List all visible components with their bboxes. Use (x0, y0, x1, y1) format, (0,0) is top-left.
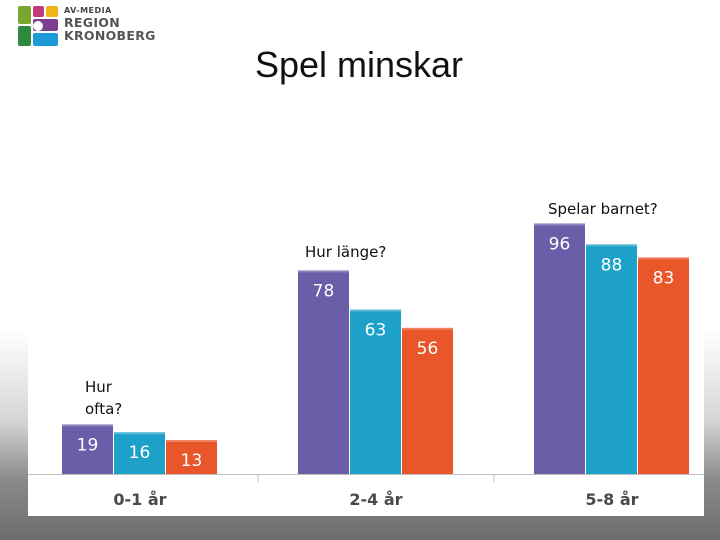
data-label: 63 (365, 321, 387, 341)
logo-line-region: REGION (64, 15, 120, 30)
category-label: 2-4 år (349, 490, 402, 509)
bar-highlight (166, 440, 217, 443)
bar-highlight (114, 432, 165, 435)
bar (114, 432, 165, 474)
bar-highlight (534, 223, 585, 226)
category-label: 0-1 år (113, 490, 166, 509)
data-label: 56 (417, 339, 439, 359)
slide-title-text: Spel minskar (254, 44, 464, 85)
data-label: 13 (181, 451, 203, 471)
bar (534, 223, 585, 474)
bar-highlight (350, 309, 401, 312)
bar-highlight (62, 424, 113, 427)
data-label: 96 (549, 234, 571, 254)
data-label: 88 (601, 255, 623, 275)
data-label: 19 (77, 435, 99, 455)
bar (350, 309, 401, 474)
bar-highlight (586, 244, 637, 247)
slide-title: Spel minskar (0, 44, 720, 86)
bar-highlight (402, 327, 453, 330)
logo-line-kronoberg: KRONOBERG (64, 28, 156, 43)
bar-highlight (638, 257, 689, 260)
bar-chart: 19 16 13 0-1 år 78 63 56 2-4 år 96 88 83 5-8 år (28, 223, 704, 509)
annotation-spelar-barnet: Spelar barnet? (548, 200, 658, 218)
category-label: 5-8 år (585, 490, 638, 509)
annotation-hur-ofta: Hur ofta? (85, 378, 123, 418)
bar (638, 257, 689, 474)
data-label: 78 (313, 281, 335, 301)
bar (586, 244, 637, 474)
annotation-hur-lange: Hur länge? (305, 243, 387, 261)
logo-line-av-media: AV-MEDIA (64, 6, 112, 15)
data-label: 83 (653, 268, 675, 288)
bar (298, 270, 349, 474)
bar (402, 327, 453, 474)
data-label: 16 (129, 443, 151, 463)
bar-highlight (298, 270, 349, 273)
region-kronoberg-logo-mark-icon (18, 6, 58, 46)
logo-text: AV-MEDIA REGION KRONOBERG (64, 6, 156, 42)
chart-panel: 19 16 13 0-1 år 78 63 56 2-4 år 96 88 83 5-8 år (28, 160, 704, 516)
bar (166, 440, 217, 474)
bar (62, 424, 113, 474)
region-kronoberg-logo: AV-MEDIA REGION KRONOBERG (18, 6, 178, 50)
